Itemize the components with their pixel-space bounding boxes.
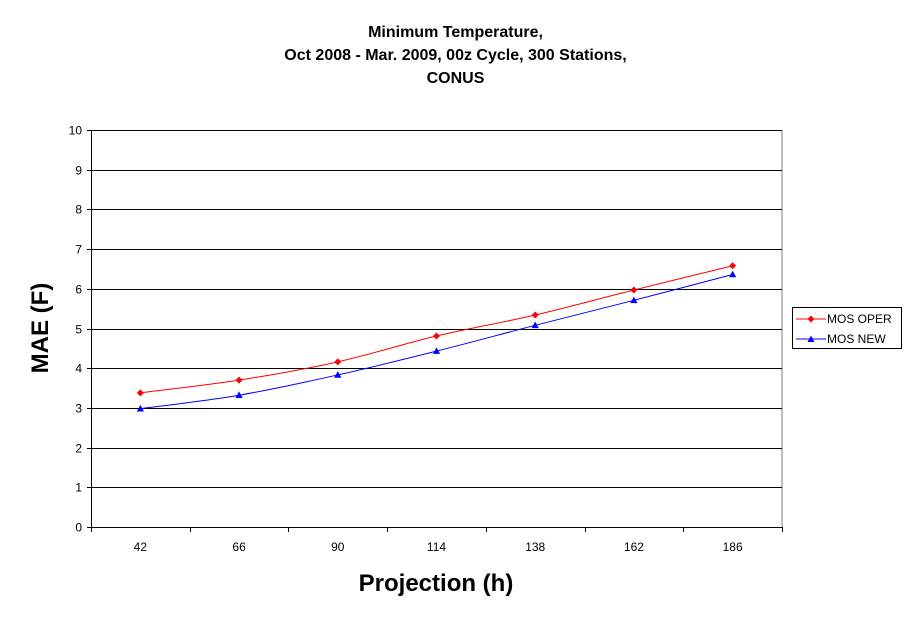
series-layer [136,262,737,412]
y-axis-title: MAE (F) [27,283,54,374]
data-point-mos-new [432,347,441,354]
x-tick-label: 90 [331,540,345,554]
y-tick-label: 0 [75,521,82,535]
chart-title-line-1: Minimum Temperature, [368,24,543,41]
y-tick-label: 1 [75,481,82,495]
y-tick-label: 9 [75,164,82,178]
data-point-mos-oper [433,332,440,340]
legend: MOS OPER MOS NEW [792,307,902,349]
legend-label-mos-oper: MOS OPER [827,312,892,326]
data-point-mos-oper [531,311,539,319]
x-tick-label: 162 [624,540,644,554]
data-point-mos-new [630,296,638,304]
data-point-mos-oper [630,286,638,294]
x-tick-label: 42 [134,540,148,554]
data-point-mos-oper [136,389,144,397]
x-tick-label: 114 [427,540,446,554]
x-axis-title: Projection (h) [359,570,514,597]
data-point-mos-new [334,371,342,378]
legend-swatch-diamond-icon [796,315,826,323]
legend-label-mos-new: MOS NEW [827,332,886,346]
series-mos-new [136,270,737,412]
series-mos-oper [136,262,737,397]
data-point-mos-new [235,391,243,398]
data-point-mos-new [531,321,539,329]
y-tick-label: 6 [75,283,82,297]
data-point-mos-new [136,404,144,412]
series-line-mos-new [140,274,733,410]
data-point-mos-oper [235,376,243,384]
chart-title-line-3: CONUS [426,70,485,87]
y-tick-label: 2 [75,442,82,456]
legend-item-mos-oper: MOS OPER [793,311,901,327]
legend-swatch-triangle-icon [796,335,826,342]
y-tick-label: 8 [75,203,82,217]
legend-item-mos-new: MOS NEW [793,331,901,347]
chart-title-line-2: Oct 2008 - Mar. 2009, 00z Cycle, 300 Sta… [284,47,627,64]
gridlines [91,130,783,527]
axes: 0 1 2 3 4 5 6 7 8 9 10 42 66 90 114 138 162 186 [69,124,783,554]
y-tick-label: 4 [75,362,82,376]
data-point-mos-new [729,270,737,278]
data-point-mos-oper [334,358,342,366]
y-tick-label: 3 [75,402,82,416]
chart-title: Minimum Temperature, Oct 2008 - Mar. 200… [0,21,911,90]
y-tick-label: 7 [75,243,82,257]
x-tick-label: 138 [525,540,545,554]
x-tick-label: 66 [232,540,246,554]
data-point-mos-oper [729,262,737,270]
x-tick-label: 186 [723,540,743,554]
y-tick-label: 10 [69,124,83,138]
y-tick-label: 5 [75,323,82,337]
